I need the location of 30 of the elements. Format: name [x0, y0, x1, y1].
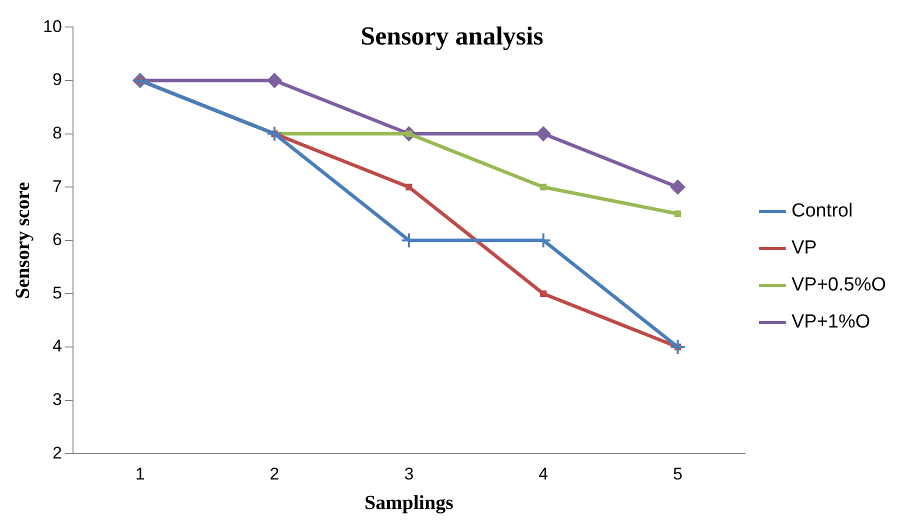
x-tick-label: 4: [538, 464, 548, 484]
y-tick-label: 10: [42, 16, 62, 36]
point: [540, 184, 547, 190]
legend-label: VP+1%O: [791, 312, 870, 333]
point: [536, 126, 551, 142]
legend-label: VP+0.5%O: [791, 274, 886, 296]
point: [674, 210, 682, 218]
x-tick-label: 1: [135, 464, 145, 484]
legend-label: Control: [791, 200, 853, 222]
y-tick-label: 4: [52, 336, 62, 356]
y-tick-label: 8: [52, 123, 62, 142]
y-tick-label: 5: [52, 283, 62, 302]
point: [540, 290, 547, 298]
chart-title: Sensory analysis: [360, 21, 544, 50]
y-tick-label: 7: [52, 176, 62, 196]
point: [267, 73, 282, 88]
point: [266, 126, 283, 142]
y-tick-label: 3: [52, 390, 62, 409]
x-axis-title: Samplings: [364, 492, 454, 514]
legend-label: VP: [791, 238, 817, 259]
y-tick-label: 2: [52, 443, 62, 462]
x-tick-label: 3: [404, 464, 414, 484]
point: [670, 180, 686, 195]
point: [670, 339, 686, 355]
x-tick-label: 2: [270, 464, 280, 484]
y-tick-label: 6: [52, 230, 62, 250]
x-tick-label: 5: [673, 464, 682, 484]
y-axis-title: Sensory score: [12, 182, 34, 299]
y-tick-label: 9: [52, 70, 62, 90]
point: [406, 184, 412, 190]
